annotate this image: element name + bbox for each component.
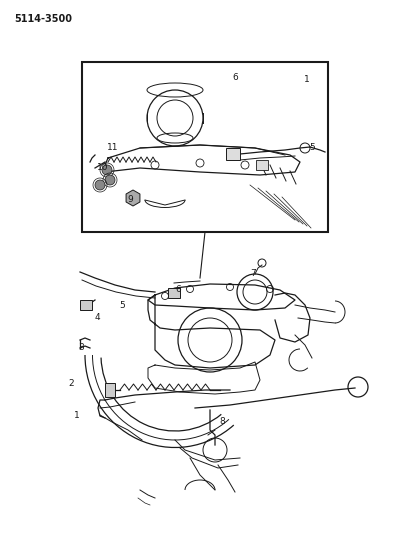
Circle shape xyxy=(102,165,112,175)
Text: 9: 9 xyxy=(127,196,133,205)
Text: 11: 11 xyxy=(107,143,119,152)
Bar xyxy=(226,148,240,160)
Bar xyxy=(105,383,115,397)
Text: 10: 10 xyxy=(97,164,109,173)
Text: 4: 4 xyxy=(94,313,100,322)
Text: 8: 8 xyxy=(219,417,225,426)
Circle shape xyxy=(95,180,105,190)
Text: 5114-3500: 5114-3500 xyxy=(14,14,72,24)
Text: 6: 6 xyxy=(175,286,181,295)
Bar xyxy=(82,62,328,232)
Text: 1: 1 xyxy=(74,410,80,419)
Text: 7: 7 xyxy=(250,270,256,279)
Text: 6: 6 xyxy=(232,74,238,83)
Text: 5: 5 xyxy=(119,301,125,310)
Circle shape xyxy=(105,175,115,185)
Bar xyxy=(256,160,268,170)
Bar xyxy=(80,300,92,310)
Bar xyxy=(168,288,180,298)
Text: 1: 1 xyxy=(304,76,310,85)
Text: 2: 2 xyxy=(68,378,74,387)
Text: 5: 5 xyxy=(309,143,315,152)
Text: 3: 3 xyxy=(78,343,84,351)
